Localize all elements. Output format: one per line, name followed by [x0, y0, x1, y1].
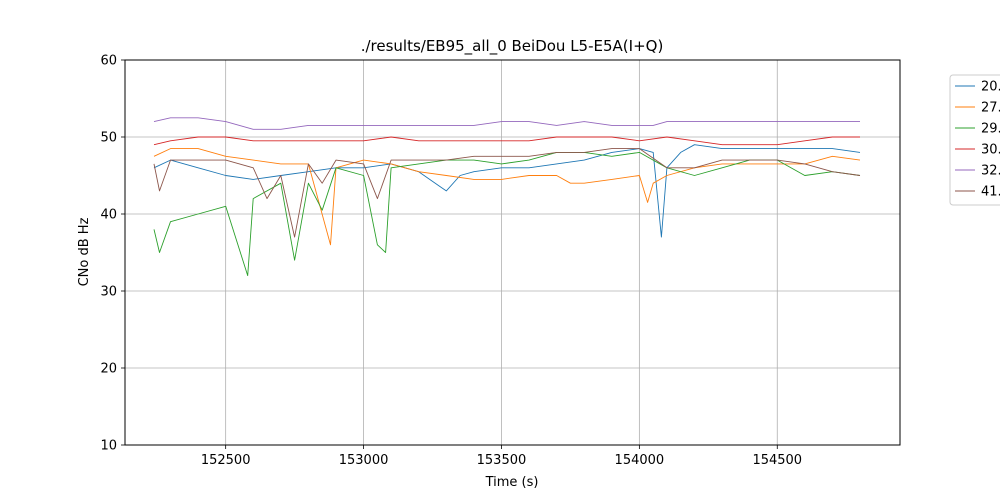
x-tick-label: 152500 — [201, 453, 251, 468]
plot-frame — [124, 59, 901, 446]
y-axis-label: CNo dB Hz — [77, 217, 92, 286]
series-line-20.0 — [153, 144, 861, 238]
y-tick-label: 40 — [100, 208, 117, 223]
legend: 20.0 27.0 29.0 30.0 32.0 41.0 — [949, 74, 1000, 206]
legend-label: 32.0 — [981, 164, 1000, 179]
legend-label: 29.0 — [981, 122, 1000, 137]
y-axis-ticks: 10 20 30 40 50 60 — [100, 54, 125, 454]
x-tick-label: 153500 — [477, 453, 527, 468]
y-tick-label: 20 — [100, 362, 117, 377]
y-tick-label: 60 — [100, 54, 117, 69]
legend-label: 20.0 — [981, 80, 1000, 95]
y-tick-label: 50 — [100, 131, 117, 146]
legend-label: 30.0 — [981, 143, 1000, 158]
chart-title: ./results/EB95_all_0 BeiDou L5-E5A(I+Q) — [361, 37, 664, 56]
series-line-41.0 — [153, 148, 861, 238]
x-axis-ticks: 152500 153000 153500 154000 154500 — [201, 445, 802, 468]
series-line-30.0 — [153, 136, 860, 146]
x-axis-label: Time (s) — [485, 475, 539, 490]
x-tick-label: 154500 — [752, 453, 802, 468]
x-tick-label: 154000 — [615, 453, 665, 468]
legend-label: 41.0 — [981, 185, 1000, 200]
series-line-29.0 — [153, 151, 861, 277]
y-tick-label: 30 — [100, 285, 117, 300]
legend-box — [949, 74, 1000, 206]
y-tick-label: 10 — [100, 439, 117, 454]
x-tick-label: 153000 — [339, 453, 389, 468]
series-lines — [153, 117, 861, 277]
series-line-32.0 — [153, 117, 860, 130]
legend-label: 27.0 — [981, 101, 1000, 116]
series-line-27.0 — [153, 148, 861, 246]
